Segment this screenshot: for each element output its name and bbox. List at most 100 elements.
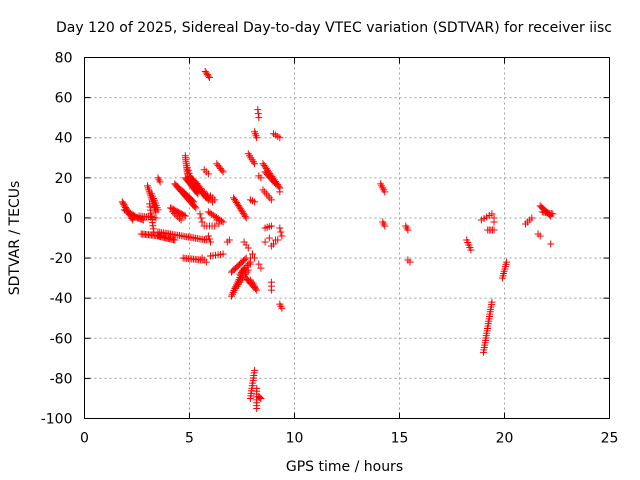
data-point: [381, 222, 389, 230]
data-point: [406, 258, 414, 266]
data-point: [205, 74, 213, 82]
data-point: [254, 106, 262, 114]
data-point: [251, 254, 259, 262]
data-point: [255, 172, 263, 180]
y-tick-label: -60: [50, 331, 73, 347]
data-point: [243, 262, 251, 270]
y-tick-label: -40: [50, 291, 73, 307]
data-point: [175, 214, 183, 222]
data-point: [467, 246, 475, 254]
data-point: [170, 210, 178, 218]
data-point: [154, 206, 162, 214]
data-point: [267, 278, 275, 286]
data-point: [278, 232, 286, 240]
data-point: [225, 236, 233, 244]
data-point: [253, 286, 261, 294]
data-point: [197, 214, 205, 222]
data-point: [251, 160, 259, 168]
chart-title: Day 120 of 2025, Sidereal Day-to-day VTE…: [56, 20, 612, 36]
data-point: [255, 260, 263, 268]
data-point: [257, 264, 265, 272]
y-tick-label: -100: [41, 412, 73, 428]
y-tick-label: 0: [64, 211, 73, 227]
x-axis-label: GPS time / hours: [286, 459, 403, 475]
data-point: [528, 214, 536, 222]
data-point: [241, 255, 249, 263]
data-point: [196, 210, 204, 218]
x-tick-label: 0: [80, 431, 89, 447]
data-point: [276, 134, 284, 142]
data-point: [253, 134, 261, 142]
data-point: [267, 222, 275, 230]
y-tick-label: 40: [55, 131, 73, 147]
data-point: [257, 394, 265, 402]
data-point: [270, 240, 277, 248]
data-point: [547, 240, 555, 248]
x-tick-label: 5: [185, 431, 194, 447]
data-point: [251, 198, 259, 206]
data-point: [253, 404, 261, 412]
data-point: [218, 166, 226, 174]
data-point: [204, 232, 212, 240]
data-point: [270, 179, 278, 187]
data-point: [204, 72, 212, 80]
data-point: [181, 212, 189, 220]
data-point: [404, 226, 412, 234]
data-series: [118, 68, 557, 412]
x-tick-label: 25: [601, 431, 619, 447]
data-point: [246, 260, 254, 268]
data-point: [503, 258, 511, 266]
data-point: [174, 213, 182, 221]
data-point: [204, 170, 212, 178]
data-point: [272, 180, 280, 188]
data-point: [488, 298, 496, 306]
data-point: [236, 270, 244, 278]
data-point: [156, 178, 164, 186]
data-point: [239, 267, 247, 275]
axis-ticks: -100 -80 -60 -40 -20 0 20 40 60 80 0 5 10 15 20 25: [41, 51, 619, 447]
data-point: [242, 214, 250, 222]
data-point: [265, 234, 273, 242]
data-point: [549, 210, 557, 218]
data-point: [202, 258, 210, 266]
data-point: [172, 211, 180, 219]
data-point: [171, 236, 179, 244]
data-point: [152, 214, 160, 222]
data-point: [213, 216, 221, 224]
data-point: [490, 218, 498, 226]
y-tick-label: 20: [55, 171, 73, 187]
data-point: [169, 208, 177, 216]
data-point: [219, 168, 227, 176]
y-tick-label: -20: [50, 251, 73, 267]
data-point: [242, 263, 250, 271]
data-point: [120, 206, 128, 214]
data-point: [191, 203, 199, 211]
data-point: [381, 188, 389, 196]
data-point: [219, 250, 227, 258]
data-point: [189, 197, 197, 205]
data-point: [177, 216, 185, 224]
y-axis-label: SDTVAR / TECUs: [7, 181, 23, 296]
x-tick-label: 15: [391, 431, 409, 447]
data-point: [219, 218, 227, 226]
data-point: [125, 209, 133, 217]
data-point: [256, 393, 264, 401]
data-point: [211, 196, 219, 204]
data-point: [246, 394, 254, 402]
data-point: [277, 228, 285, 236]
data-point: [274, 236, 282, 244]
data-point: [251, 282, 259, 290]
data-point: [488, 210, 496, 218]
y-tick-label: 60: [55, 91, 73, 107]
data-point: [249, 250, 256, 258]
data-point: [122, 207, 130, 215]
data-point: [237, 268, 245, 276]
data-point: [205, 235, 213, 243]
data-point: [261, 238, 269, 246]
data-point: [241, 212, 249, 220]
data-point: [123, 208, 131, 216]
data-point: [198, 218, 206, 226]
data-point: [215, 220, 223, 228]
data-point: [202, 236, 210, 244]
data-point: [255, 114, 263, 122]
